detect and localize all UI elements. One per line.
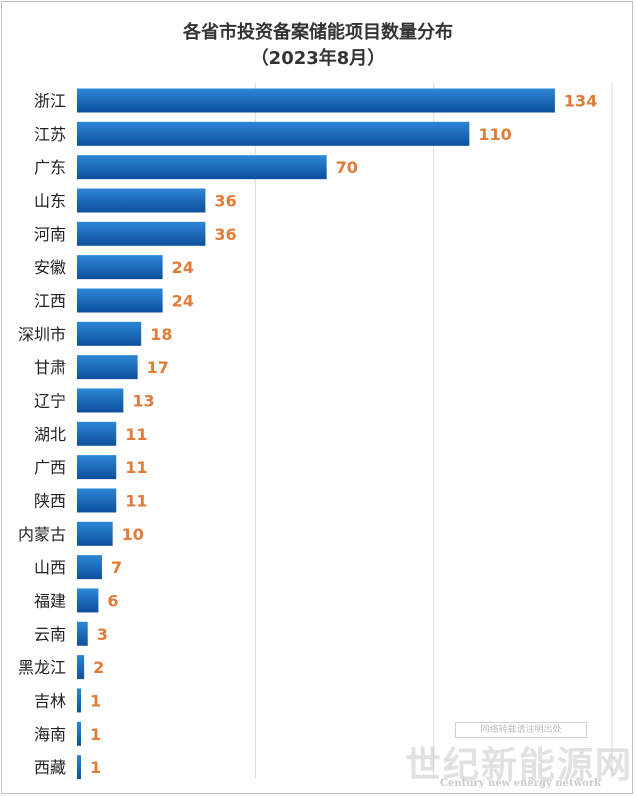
category-label: 黑龙江 [18, 658, 66, 677]
category-label: 浙江 [34, 92, 66, 111]
category-label: 西藏 [34, 758, 66, 777]
bar [77, 655, 85, 680]
watermark-notice: 网络转载请注明出处 [455, 722, 587, 738]
value-label: 7 [111, 558, 122, 577]
category-label: 广东 [34, 158, 66, 177]
watermark-english: Century new energy network [440, 778, 602, 789]
bar [77, 255, 163, 280]
value-label: 11 [125, 458, 147, 477]
category-label: 内蒙古 [18, 525, 66, 544]
value-label: 11 [125, 425, 147, 444]
category-label: 深圳市 [18, 325, 66, 344]
value-label: 1 [90, 691, 101, 710]
bar [77, 321, 142, 346]
value-label: 24 [172, 291, 194, 310]
category-label: 福建 [34, 591, 66, 610]
value-label: 1 [90, 725, 101, 744]
bar [77, 88, 555, 113]
value-label: 24 [172, 258, 194, 277]
value-label: 2 [93, 658, 104, 677]
category-label: 海南 [34, 725, 66, 744]
value-label: 10 [122, 525, 144, 544]
bar [77, 688, 81, 713]
bar [77, 188, 206, 213]
value-label: 134 [564, 92, 597, 111]
bar [77, 755, 81, 780]
chart-subtitle: （2023年8月） [250, 48, 386, 69]
value-label: 17 [147, 358, 169, 377]
bar [77, 721, 81, 746]
category-label: 陕西 [34, 491, 66, 510]
bar [77, 555, 102, 580]
category-label: 湖北 [34, 425, 66, 444]
bar [77, 455, 117, 480]
value-label: 110 [478, 125, 511, 144]
category-label: 云南 [34, 625, 66, 644]
category-label: 江西 [34, 291, 66, 310]
bar [77, 221, 206, 246]
value-label: 36 [214, 225, 236, 244]
bar [77, 521, 113, 546]
bar [77, 621, 88, 646]
bar [77, 355, 138, 380]
category-label: 山东 [34, 191, 66, 210]
category-label: 辽宁 [34, 391, 66, 410]
value-label: 18 [150, 325, 172, 344]
watermark-logo: 世纪新能源网 [405, 744, 634, 786]
bar [77, 388, 124, 413]
category-label: 山西 [34, 558, 66, 577]
value-label: 3 [97, 625, 108, 644]
category-label: 安徽 [34, 258, 66, 277]
value-label: 11 [125, 491, 147, 510]
category-label: 广西 [34, 458, 66, 477]
chart-title: 各省市投资备案储能项目数量分布 [183, 22, 453, 43]
value-label: 6 [107, 591, 118, 610]
bar [77, 288, 163, 313]
value-label: 36 [214, 191, 236, 210]
category-label: 甘肃 [34, 358, 66, 377]
category-label: 吉林 [34, 691, 66, 710]
bar [77, 121, 470, 146]
bar [77, 588, 99, 613]
value-label: 70 [336, 158, 358, 177]
category-label: 河南 [34, 225, 66, 244]
bar [77, 421, 117, 446]
bar [77, 155, 327, 180]
value-label: 1 [90, 758, 101, 777]
category-label: 江苏 [34, 125, 66, 144]
value-label: 13 [132, 391, 154, 410]
bar [77, 488, 117, 513]
